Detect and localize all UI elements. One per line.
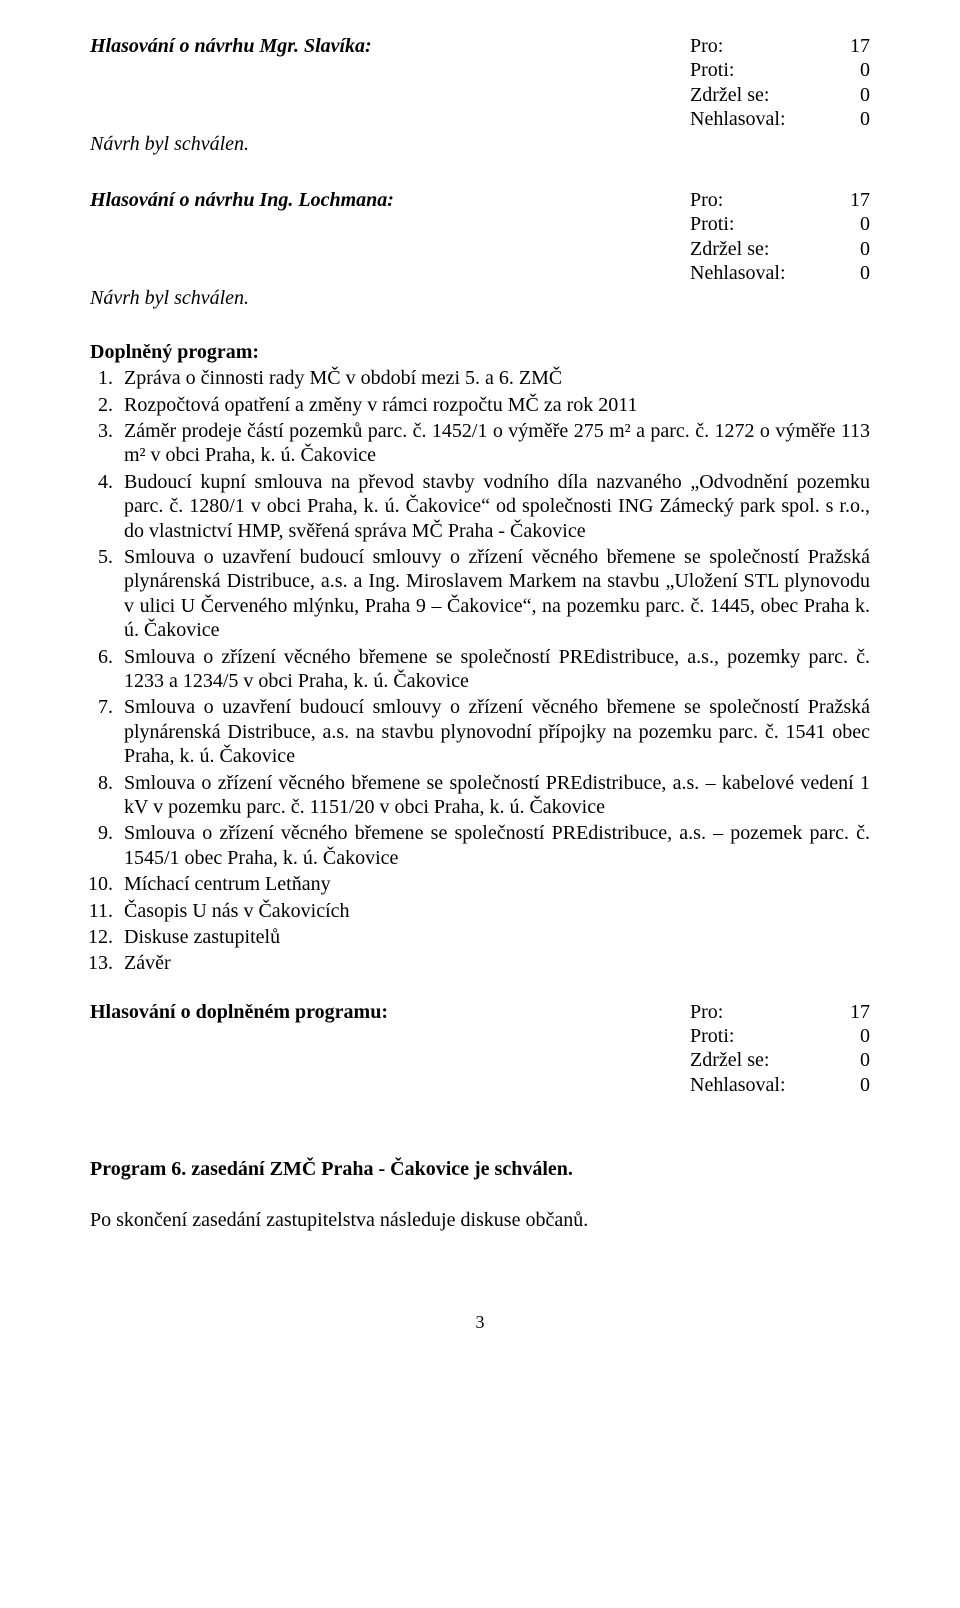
vote-program-block: Hlasování o doplněném programu: Pro: 17 … [90, 1000, 870, 1098]
vote-program-zdrzel-key: Zdržel se: [690, 1048, 820, 1072]
vote-block-2: Hlasování o návrhu Ing. Lochmana: Pro: 1… [90, 188, 870, 286]
vote2-proti-key: Proti: [690, 212, 820, 236]
vote2-nehlasoval-val: 0 [820, 261, 870, 285]
page-number: 3 [90, 1312, 870, 1334]
vote1-zdrzel-val: 0 [820, 83, 870, 107]
vote2-pro-val: 17 [820, 188, 870, 212]
vote1-accepted: Návrh byl schválen. [90, 132, 870, 156]
program-item: Smlouva o uzavření budoucí smlouvy o zří… [118, 695, 870, 768]
program-item: Časopis U nás v Čakovicích [118, 899, 870, 923]
vote2-accepted: Návrh byl schválen. [90, 286, 870, 310]
vote-program-proti-val: 0 [820, 1024, 870, 1048]
vote2-zdrzel-key: Zdržel se: [690, 237, 820, 261]
vote1-pro-key: Pro: [690, 34, 820, 58]
program-item: Míchací centrum Letňany [118, 872, 870, 896]
vote1-nehlasoval-key: Nehlasoval: [690, 107, 820, 131]
vote1-row-pro: Pro: 17 [690, 34, 870, 58]
vote2-row-nehlasoval: Nehlasoval: 0 [690, 261, 870, 285]
vote-program-pro-key: Pro: [690, 1000, 820, 1024]
vote2-pro-key: Pro: [690, 188, 820, 212]
program-item: Smlouva o uzavření budoucí smlouvy o zří… [118, 545, 870, 643]
vote-program-row-proti: Proti: 0 [690, 1024, 870, 1048]
vote2-grid: Pro: 17 Proti: 0 Zdržel se: 0 Nehlasoval… [690, 188, 870, 286]
vote1-proti-val: 0 [820, 58, 870, 82]
vote2-row-pro: Pro: 17 [690, 188, 870, 212]
vote-program-nehlasoval-key: Nehlasoval: [690, 1073, 820, 1097]
program-list: Zpráva o činnosti rady MČ v období mezi … [90, 366, 870, 975]
program-item: Závěr [118, 951, 870, 975]
vote-program-zdrzel-val: 0 [820, 1048, 870, 1072]
after-closing: Po skončení zasedání zastupitelstva násl… [90, 1208, 870, 1232]
vote1-grid: Pro: 17 Proti: 0 Zdržel se: 0 Nehlasoval… [690, 34, 870, 132]
vote2-zdrzel-val: 0 [820, 237, 870, 261]
program-item: Diskuse zastupitelů [118, 925, 870, 949]
vote1-zdrzel-key: Zdržel se: [690, 83, 820, 107]
vote-program-nehlasoval-val: 0 [820, 1073, 870, 1097]
vote1-pro-val: 17 [820, 34, 870, 58]
vote-program-row-pro: Pro: 17 [690, 1000, 870, 1024]
vote-program-row-nehlasoval: Nehlasoval: 0 [690, 1073, 870, 1097]
vote-program-grid: Pro: 17 Proti: 0 Zdržel se: 0 Nehlasoval… [690, 1000, 870, 1098]
program-item: Smlouva o zřízení věcného břemene se spo… [118, 821, 870, 870]
vote1-row-zdrzel: Zdržel se: 0 [690, 83, 870, 107]
vote1-heading: Hlasování o návrhu Mgr. Slavíka: [90, 34, 372, 132]
vote-block-1: Hlasování o návrhu Mgr. Slavíka: Pro: 17… [90, 34, 870, 132]
vote1-nehlasoval-val: 0 [820, 107, 870, 131]
vote-program-proti-key: Proti: [690, 1024, 820, 1048]
vote1-row-nehlasoval: Nehlasoval: 0 [690, 107, 870, 131]
program-item: Smlouva o zřízení věcného břemene se spo… [118, 645, 870, 694]
vote2-heading: Hlasování o návrhu Ing. Lochmana: [90, 188, 394, 286]
program-item: Smlouva o zřízení věcného břemene se spo… [118, 771, 870, 820]
vote-program-heading: Hlasování o doplněném programu: [90, 1000, 388, 1098]
closing-statement: Program 6. zasedání ZMČ Praha - Čakovice… [90, 1157, 870, 1181]
vote2-proti-val: 0 [820, 212, 870, 236]
program-item: Rozpočtová opatření a změny v rámci rozp… [118, 393, 870, 417]
program-item: Záměr prodeje částí pozemků parc. č. 145… [118, 419, 870, 468]
vote2-nehlasoval-key: Nehlasoval: [690, 261, 820, 285]
vote-program-row-zdrzel: Zdržel se: 0 [690, 1048, 870, 1072]
vote1-row-proti: Proti: 0 [690, 58, 870, 82]
vote1-proti-key: Proti: [690, 58, 820, 82]
program-title: Doplněný program: [90, 340, 870, 364]
vote2-row-proti: Proti: 0 [690, 212, 870, 236]
vote2-row-zdrzel: Zdržel se: 0 [690, 237, 870, 261]
program-item: Zpráva o činnosti rady MČ v období mezi … [118, 366, 870, 390]
vote-program-pro-val: 17 [820, 1000, 870, 1024]
program-item: Budoucí kupní smlouva na převod stavby v… [118, 470, 870, 543]
